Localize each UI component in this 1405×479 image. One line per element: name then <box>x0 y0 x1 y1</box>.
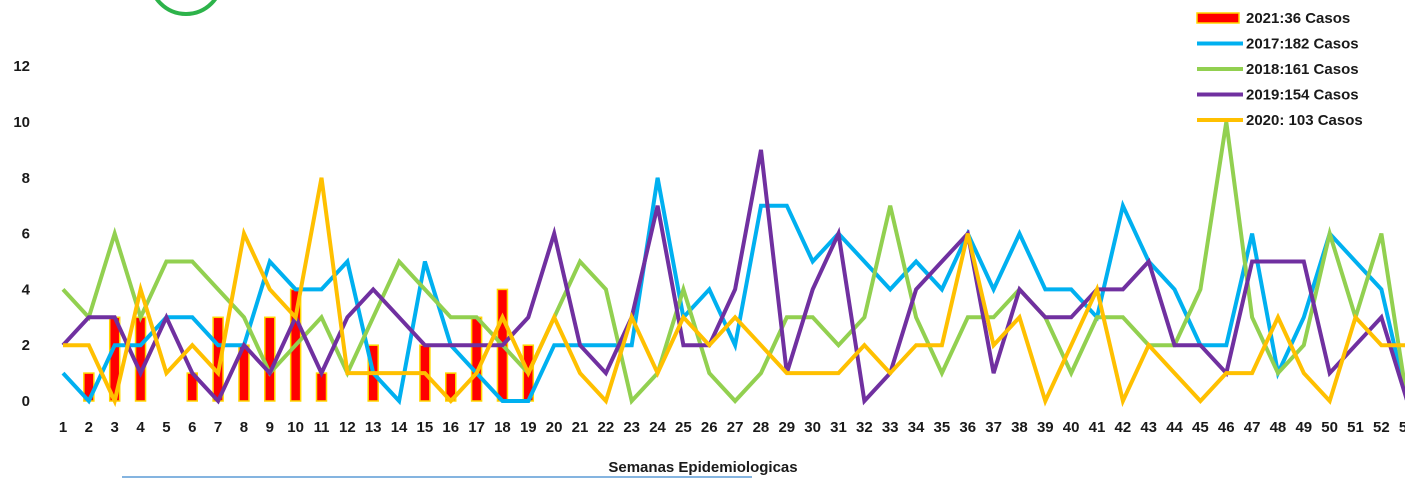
line-series-4 <box>63 177 1405 408</box>
x-tick-label: 46 <box>1218 419 1235 436</box>
x-tick-label: 30 <box>804 419 821 436</box>
legend-label: 2020: 103 Casos <box>1246 112 1363 129</box>
x-tick-label: 51 <box>1347 419 1364 436</box>
x-tick-label: 12 <box>339 419 356 436</box>
x-tick-label: 35 <box>934 419 951 436</box>
x-tick-label: 3 <box>111 419 119 436</box>
y-tick-label: 10 <box>13 114 30 131</box>
x-tick-label: 43 <box>1140 419 1157 436</box>
x-tick-label: 9 <box>266 419 274 436</box>
y-tick-label: 6 <box>22 226 30 243</box>
line-series-1 <box>61 177 1405 406</box>
x-tick-label: 25 <box>675 419 692 436</box>
x-tick-label: 45 <box>1192 419 1209 436</box>
line-series-3 <box>61 149 1405 406</box>
bar-2021-week-4 <box>134 316 147 402</box>
y-tick-label: 0 <box>22 393 30 410</box>
x-tick-label: 16 <box>442 419 459 436</box>
x-tick-label: 52 <box>1373 419 1390 436</box>
x-tick-label: 2 <box>85 419 93 436</box>
x-tick-label: 47 <box>1244 419 1261 436</box>
legend-label: 2021:36 Casos <box>1246 10 1350 27</box>
x-tick-label: 27 <box>727 419 744 436</box>
x-tick-label: 41 <box>1089 419 1106 436</box>
y-tick-label: 12 <box>13 58 30 75</box>
x-tick-label: 29 <box>778 419 795 436</box>
x-tick-label: 1 <box>59 419 67 436</box>
x-tick-label: 23 <box>623 419 640 436</box>
x-tick-label: 40 <box>1063 419 1080 436</box>
x-tick-label: 13 <box>365 419 382 436</box>
legend-label: 2017:182 Casos <box>1246 36 1359 53</box>
y-tick-label: 4 <box>22 281 31 298</box>
x-tick-label: 10 <box>287 419 304 436</box>
x-tick-label: 39 <box>1037 419 1054 436</box>
x-tick-label: 19 <box>520 419 537 436</box>
x-tick-label: 21 <box>572 419 589 436</box>
x-tick-label: 50 <box>1321 419 1338 436</box>
x-tick-label: 6 <box>188 419 196 436</box>
x-tick-label: 42 <box>1115 419 1132 436</box>
y-axis-ticks: 0 2 4 6 8 10 12 <box>13 58 30 410</box>
x-tick-label: 49 <box>1295 419 1312 436</box>
x-tick-label: 32 <box>856 419 873 436</box>
x-tick-label: 34 <box>908 419 925 436</box>
x-tick-label: 26 <box>701 419 718 436</box>
x-tick-label: 37 <box>985 419 1002 436</box>
x-tick-label: 44 <box>1166 419 1183 436</box>
x-tick-label: 8 <box>240 419 248 436</box>
legend: 2021:36 Casos 2017:182 Casos 2018:161 Caso… <box>1196 10 1363 129</box>
x-tick-label: 31 <box>830 419 847 436</box>
x-axis-title: Semanas Epidemiologicas <box>608 459 797 476</box>
x-tick-label: 36 <box>959 419 976 436</box>
x-tick-label: 18 <box>494 419 511 436</box>
x-tick-label: 53 <box>1399 419 1405 436</box>
x-tick-label: 38 <box>1011 419 1028 436</box>
bar-2021-week-17 <box>470 316 483 402</box>
line-series-2 <box>61 121 1405 406</box>
y-tick-label: 2 <box>22 337 30 354</box>
x-tick-label: 14 <box>391 419 408 436</box>
x-tick-label: 7 <box>214 419 222 436</box>
legend-label: 2018:161 Casos <box>1246 61 1359 78</box>
x-tick-label: 28 <box>753 419 770 436</box>
x-tick-label: 33 <box>882 419 899 436</box>
x-tick-label: 48 <box>1270 419 1287 436</box>
bar-2021-week-9 <box>264 316 276 402</box>
legend-swatch-bar <box>1196 12 1240 24</box>
x-tick-label: 22 <box>598 419 615 436</box>
legend-label: 2019:154 Casos <box>1246 87 1359 104</box>
y-tick-label: 8 <box>22 170 30 187</box>
x-tick-label: 5 <box>162 419 170 436</box>
x-tick-label: 4 <box>136 419 145 436</box>
x-tick-label: 11 <box>314 419 330 436</box>
x-tick-label: 24 <box>649 419 666 436</box>
x-tick-label: 20 <box>546 419 563 436</box>
x-tick-label: 17 <box>468 419 485 436</box>
x-axis-ticks: 1 2 3 4 5 6 7 8 9 10 11 12 13 14 15 16 17 18 19 20 21 22 23 24 2… <box>59 419 1405 436</box>
logo-circle-partial <box>155 0 217 16</box>
x-tick-label: 15 <box>417 419 434 436</box>
line-series-group <box>61 121 1405 408</box>
